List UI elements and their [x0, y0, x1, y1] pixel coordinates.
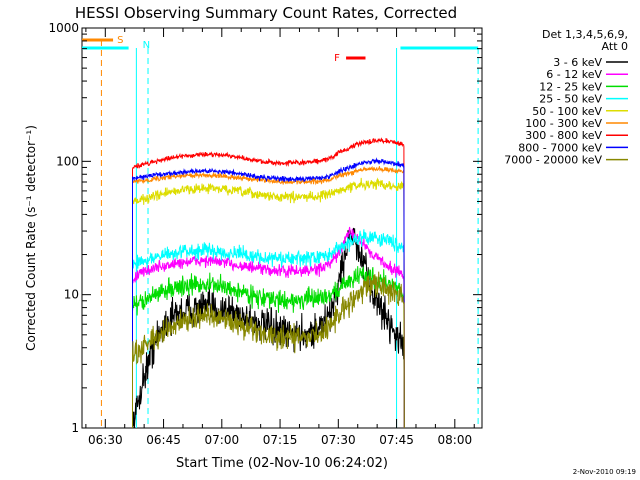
series-line-6 — [132, 137, 405, 429]
x-tick-label: 06:45 — [146, 433, 181, 447]
legend-header-line-1: Det 1,3,4,5,6,9, — [542, 28, 628, 41]
legend-label-6: 300 - 800 keV — [525, 129, 602, 142]
y-tick-label: 100 — [56, 154, 79, 168]
y-tick-label: 1000 — [48, 21, 79, 35]
y-tick-label: 1 — [71, 421, 79, 435]
x-tick-label: 07:30 — [321, 433, 356, 447]
legend-label-2: 12 - 25 keV — [539, 80, 602, 93]
chart-title: HESSI Observing Summary Count Rates, Cor… — [75, 4, 457, 22]
x-tick-label: 07:00 — [205, 433, 240, 447]
x-axis-label: Start Time (02-Nov-10 06:24:02) — [176, 456, 388, 471]
flare-label: F — [334, 53, 340, 64]
plot-frame — [81, 27, 483, 429]
series-line-3 — [132, 229, 405, 429]
legend-label-3: 25 - 50 keV — [539, 93, 602, 106]
legend-label-7: 800 - 7000 keV — [518, 141, 602, 154]
y-axis-label: Corrected Count Rate (s⁻¹ detector⁻¹) — [24, 125, 38, 351]
legend-header-line-2: Att 0 — [602, 40, 628, 53]
series-line-2 — [132, 266, 405, 429]
series-line-5 — [132, 166, 405, 429]
series-layer — [132, 137, 405, 429]
x-tick-label: 08:00 — [438, 433, 473, 447]
series-line-4 — [132, 177, 405, 429]
legend-label-8: 7000 - 20000 keV — [504, 154, 602, 167]
legend-label-0: 3 - 6 keV — [553, 56, 602, 69]
x-tick-label: 07:45 — [379, 433, 414, 447]
y-tick-label: 10 — [64, 288, 79, 302]
orbit-markers: S N F — [82, 35, 479, 428]
plot-area: S N F 1 10 100 1000 06:30 06:45 07:00 07:15 07:30 0… — [48, 21, 483, 447]
saa-label: S — [117, 35, 123, 46]
timestamp: 2-Nov-2010 09:19 — [573, 468, 636, 476]
legend-label-4: 50 - 100 keV — [532, 105, 602, 118]
axis-ticks: 1 10 100 1000 06:30 06:45 07:00 07:15 07:30 07:45… — [48, 21, 482, 447]
series-line-7 — [132, 157, 405, 429]
x-tick-label: 06:30 — [88, 433, 123, 447]
legend-label-5: 100 - 300 keV — [525, 117, 602, 130]
series-line-8 — [132, 271, 405, 429]
x-tick-label: 07:15 — [263, 433, 298, 447]
legend-label-1: 6 - 12 keV — [546, 68, 602, 81]
night-label: N — [143, 40, 150, 51]
